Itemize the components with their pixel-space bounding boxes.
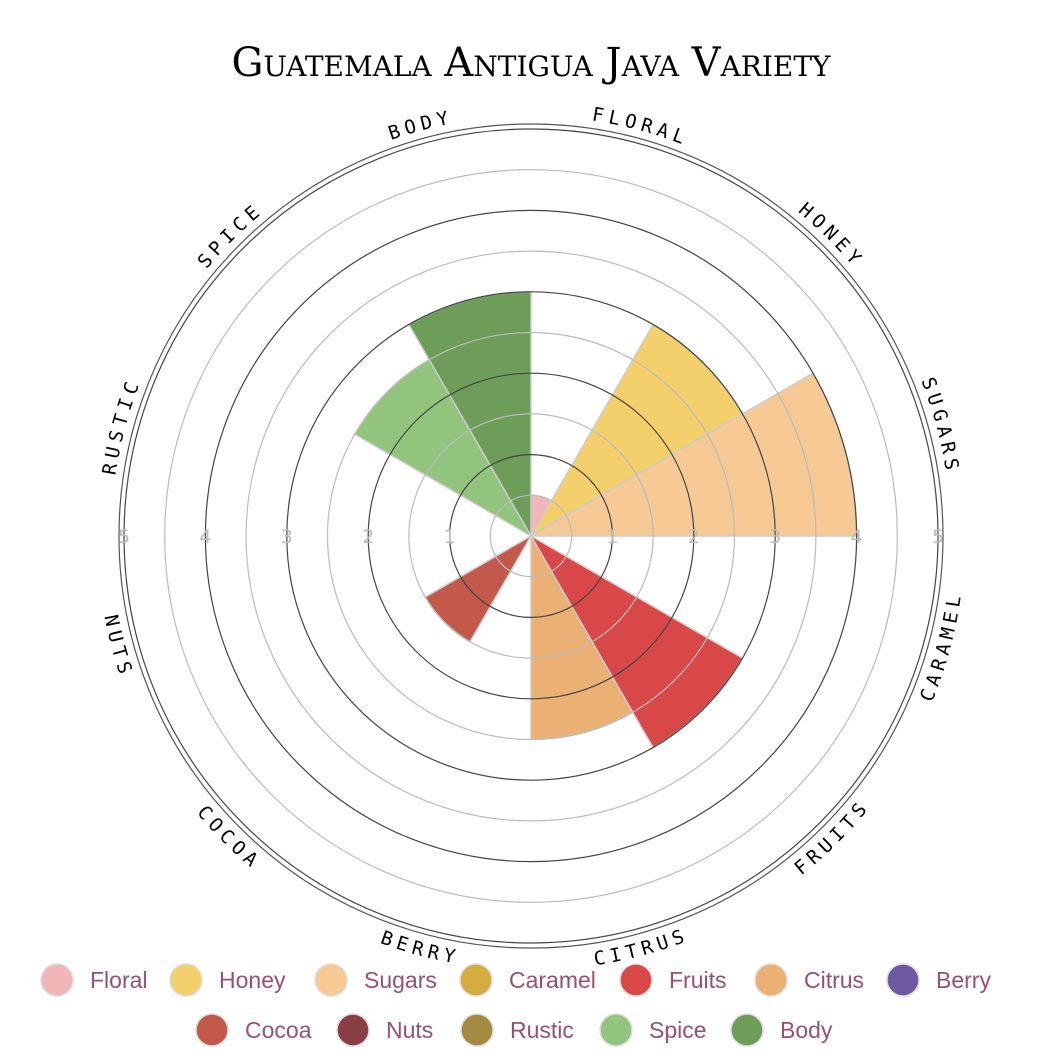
legend-swatch	[460, 1013, 494, 1047]
legend-label: Sugars	[364, 967, 437, 993]
axis-label-cocoa: COCOA	[193, 801, 266, 874]
axis-label-floral: FLORAL	[591, 104, 693, 151]
legend-swatch	[195, 1013, 229, 1047]
grid-ring	[286, 291, 776, 781]
legend-label: Citrus	[804, 967, 864, 993]
legend-swatch	[730, 1013, 764, 1047]
legend-swatch	[599, 1013, 633, 1047]
axis-label-fruits: FRUITS	[790, 795, 874, 879]
legend-label: Honey	[219, 967, 286, 993]
legend-label: Caramel	[509, 967, 596, 993]
legend-swatch	[459, 963, 493, 997]
legend-item-rustic[interactable]: Rustic	[460, 1013, 574, 1047]
tick-label: 4	[199, 526, 211, 548]
axis-label-citrus: CITRUS	[592, 924, 692, 970]
tick-label: 2	[688, 526, 700, 548]
grid-ring	[408, 413, 654, 659]
tick-label: 1	[606, 526, 618, 548]
legend-swatch	[754, 963, 788, 997]
legend-item-body[interactable]: Body	[730, 1013, 833, 1047]
legend-swatch	[886, 963, 920, 997]
segment-cocoa	[424, 533, 534, 643]
legend-swatch	[169, 963, 203, 997]
grid-ring	[367, 372, 695, 700]
legend-item-citrus[interactable]: Citrus	[754, 963, 864, 997]
legend-swatch	[314, 963, 348, 997]
axis-label-sugars: SUGARS	[917, 374, 964, 476]
tick-label: 1	[444, 526, 456, 548]
legend-label: Rustic	[510, 1017, 574, 1043]
legend-label: Fruits	[669, 967, 727, 993]
grid-ring	[489, 494, 573, 578]
grid-ring	[245, 250, 817, 822]
grid-ring	[449, 454, 614, 619]
grid-ring	[326, 331, 736, 741]
legend-label: Body	[780, 1017, 833, 1043]
grid-ring	[123, 128, 939, 944]
legend-item-berry[interactable]: Berry	[886, 963, 991, 997]
legend-item-nuts[interactable]: Nuts	[336, 1013, 433, 1047]
legend-swatch	[40, 963, 74, 997]
tick-label: 4	[851, 526, 863, 548]
legend-item-floral[interactable]: Floral	[40, 963, 148, 997]
legend-label: Floral	[90, 967, 148, 993]
legend-item-fruits[interactable]: Fruits	[619, 963, 727, 997]
outer-ring	[118, 123, 944, 949]
tick-label: 3	[769, 526, 781, 548]
legend-item-sugars[interactable]: Sugars	[314, 963, 437, 997]
legend-item-spice[interactable]: Spice	[599, 1013, 707, 1047]
legend-swatch	[336, 1013, 370, 1047]
legend-item-cocoa[interactable]: Cocoa	[195, 1013, 312, 1047]
axis-label-rustic: RUSTIC	[99, 374, 146, 476]
legend-label: Nuts	[386, 1017, 433, 1043]
legend-item-caramel[interactable]: Caramel	[459, 963, 596, 997]
tick-label: 3	[281, 526, 293, 548]
legend-label: Spice	[649, 1017, 707, 1043]
legend-label: Cocoa	[245, 1017, 312, 1043]
axis-label-nuts: NUTS	[100, 613, 138, 682]
axis-label-caramel: CARAMEL	[916, 589, 966, 704]
tick-label: 5	[932, 526, 944, 548]
chart-title: Guatemala Antigua Java Variety	[231, 40, 831, 86]
grid-ring	[164, 169, 898, 903]
tick-label: 5	[118, 526, 130, 548]
legend-label: Berry	[936, 967, 991, 993]
grid-ring	[204, 209, 858, 863]
tick-label: 2	[362, 526, 374, 548]
legend-swatch	[619, 963, 653, 997]
legend-item-honey[interactable]: Honey	[169, 963, 286, 997]
